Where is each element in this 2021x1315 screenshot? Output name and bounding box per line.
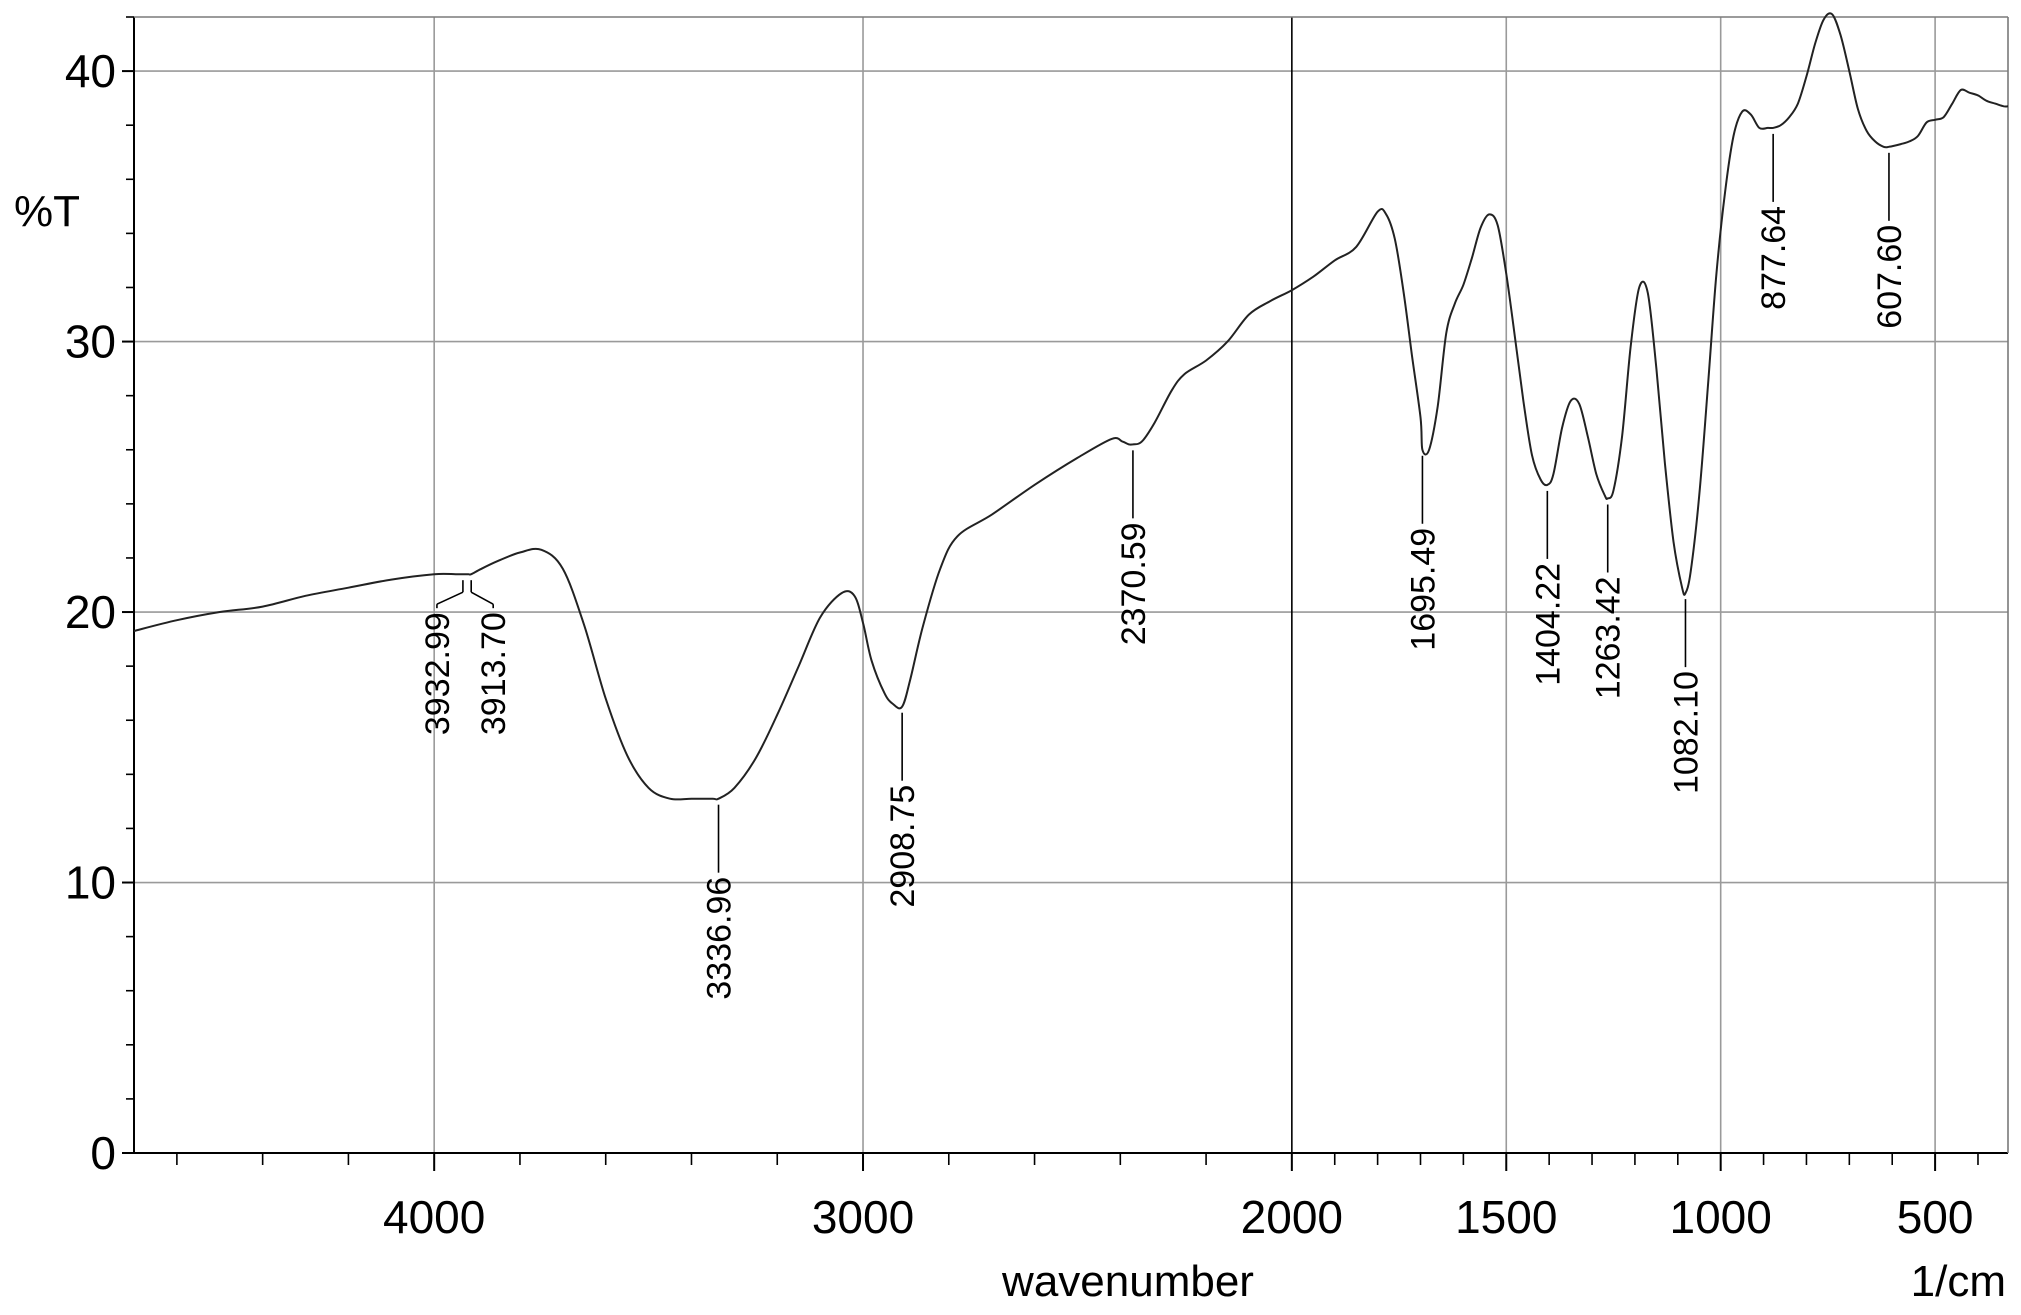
y-tick-label: 40: [65, 45, 116, 97]
y-tick-label: 10: [65, 857, 116, 909]
peak-leader-line: [436, 591, 464, 605]
peak-marker: 3913.70: [470, 580, 513, 735]
peak-label: 3913.70: [475, 612, 513, 735]
peak-label: 2908.75: [884, 785, 922, 908]
peak-marker: 1404.22: [1529, 490, 1567, 686]
gridlines: [134, 17, 2008, 1154]
peak-label: 3336.96: [701, 877, 739, 1000]
peak-marker: 2908.75: [884, 712, 922, 908]
peak-labels: 3932.99 3913.70 3336.96 2908.75 2370.59 1695.…: [419, 133, 1909, 1000]
x-tick-label: 1500: [1455, 1191, 1557, 1243]
series-layer: [133, 12, 2009, 801]
peak-marker: 1695.49: [1404, 455, 1442, 651]
y-tick-label: 0: [90, 1127, 116, 1179]
y-axis-title: %T: [14, 187, 80, 236]
x-tick-label: 3000: [812, 1191, 914, 1243]
spectrum-line: [133, 12, 2009, 801]
peak-leader-line: [470, 591, 494, 605]
peak-marker: 607.60: [1871, 152, 1909, 329]
x-tick-label: 1000: [1670, 1191, 1772, 1243]
peak-label: 1082.10: [1668, 671, 1706, 794]
peak-label: 877.64: [1755, 206, 1793, 310]
y-tick-label: 30: [65, 316, 116, 368]
peak-label: 3932.99: [419, 612, 457, 735]
peak-marker: 877.64: [1755, 133, 1793, 310]
tick-labels: 0 10 20 30 40 4000 3000 2000 1500 1000 500: [65, 45, 1974, 1243]
axes: [122, 16, 2009, 1171]
peak-marker: 1263.42: [1590, 504, 1628, 699]
x-tick-label: 500: [1897, 1191, 1974, 1243]
peak-label: 1263.42: [1590, 576, 1628, 699]
peak-label: 2370.59: [1115, 522, 1153, 645]
x-axis-unit: 1/cm: [1911, 1257, 2006, 1306]
y-tick-label: 20: [65, 586, 116, 638]
minor-ticks: [126, 16, 1979, 1165]
peak-marker: 2370.59: [1115, 450, 1153, 645]
x-tick-label: 2000: [1241, 1191, 1343, 1243]
peak-label: 607.60: [1871, 225, 1909, 329]
peak-marker: 3336.96: [701, 804, 739, 1000]
peak-label: 1404.22: [1529, 563, 1567, 686]
x-axis-title: wavenumber: [1001, 1257, 1254, 1306]
peak-marker: 1082.10: [1668, 599, 1706, 794]
peak-label: 1695.49: [1404, 528, 1442, 651]
peak-marker: 3932.99: [419, 580, 464, 735]
x-tick-label: 4000: [383, 1191, 485, 1243]
